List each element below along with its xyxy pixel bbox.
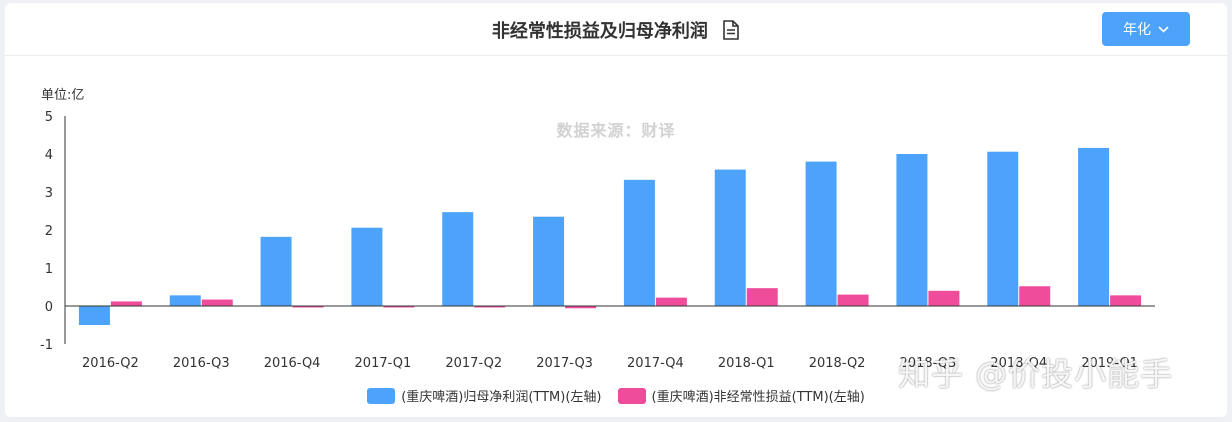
bar-net-profit	[351, 227, 383, 306]
x-tick-label: 2016-Q2	[82, 356, 139, 371]
bar-non-recurring	[474, 306, 506, 308]
bar-non-recurring	[292, 306, 324, 308]
y-tick-label: -1	[40, 338, 53, 353]
bar-net-profit	[169, 295, 201, 306]
bar-non-recurring	[383, 306, 415, 308]
x-tick-label: 2018-Q2	[809, 356, 866, 371]
bar-non-recurring	[201, 299, 233, 306]
bar-net-profit	[805, 161, 837, 306]
bar-net-profit	[714, 169, 746, 306]
unit-label: 单位:亿	[41, 88, 85, 103]
bar-non-recurring	[746, 288, 778, 306]
x-tick-label: 2016-Q4	[264, 356, 321, 371]
chart-title-text: 非经常性损益及归母净利润	[491, 21, 708, 42]
bar-net-profit	[442, 212, 474, 306]
legend-label-non-recurring: (重庆啤酒)非经常性损益(TTM)(左轴)	[651, 390, 865, 405]
bar-non-recurring	[837, 294, 869, 306]
source-note: 数据来源：财译	[556, 121, 676, 140]
y-tick-label: 1	[45, 262, 53, 277]
period-label: 年化	[1123, 22, 1151, 38]
period-select-button[interactable]: 年化	[1102, 12, 1190, 46]
bar-net-profit	[987, 151, 1019, 306]
bar-chart: 5 4 3 2 1 0 -1 2016-Q2 2016-Q3 2016-Q4 2017-Q1 2017…	[40, 110, 1155, 371]
bar-non-recurring	[655, 297, 687, 306]
chevron-down-icon	[1158, 21, 1169, 37]
bar-non-recurring	[1019, 286, 1051, 306]
x-tick-label: 2016-Q3	[173, 356, 230, 371]
legend-swatch-non-recurring	[617, 387, 646, 404]
bar-net-profit	[896, 154, 928, 306]
x-tick-label: 2017-Q1	[355, 356, 412, 371]
x-tick-label: 2019-Q1	[1081, 356, 1138, 371]
bar-net-profit	[78, 306, 110, 325]
bar-net-profit	[623, 179, 655, 306]
chart-header: 非经常性损益及归母净利润 年化	[5, 3, 1227, 56]
y-tick-label: 5	[45, 110, 53, 125]
x-tick-label: 2017-Q2	[445, 356, 502, 371]
bar-non-recurring	[928, 290, 960, 306]
bar-non-recurring	[110, 301, 142, 306]
legend-label-net-profit: (重庆啤酒)归母净利润(TTM)(左轴)	[401, 390, 602, 405]
chart-card: 非经常性损益及归母净利润 年化 单位:亿 数据来源：财译 5 4 3 2 1 0 -1 201…	[5, 3, 1227, 417]
bar-net-profit	[260, 236, 292, 306]
legend-item-non-recurring[interactable]: (重庆啤酒)非经常性损益(TTM)(左轴)	[617, 386, 865, 405]
y-tick-label: 2	[45, 224, 53, 239]
legend-swatch-net-profit	[367, 387, 396, 404]
x-tick-label: 2017-Q3	[536, 356, 593, 371]
chart-legend: (重庆啤酒)归母净利润(TTM)(左轴) (重庆啤酒)非经常性损益(TTM)(左…	[5, 386, 1227, 405]
zhihu-watermark: 知乎 @价投小能手	[898, 355, 1174, 393]
bar-net-profit	[533, 216, 565, 306]
bar-net-profit	[1078, 147, 1110, 306]
bar-non-recurring	[565, 306, 597, 309]
y-tick-label: 4	[45, 148, 53, 163]
x-tick-label: 2018-Q3	[900, 356, 957, 371]
document-icon[interactable]	[722, 20, 740, 45]
y-tick-label: 3	[45, 186, 53, 201]
x-tick-label: 2018-Q4	[990, 356, 1047, 371]
x-tick-label: 2018-Q1	[718, 356, 775, 371]
legend-item-net-profit[interactable]: (重庆啤酒)归母净利润(TTM)(左轴)	[367, 386, 602, 405]
bar-non-recurring	[1110, 295, 1142, 306]
x-tick-label: 2017-Q4	[627, 356, 684, 371]
y-tick-label: 0	[45, 300, 53, 315]
chart-title: 非经常性损益及归母净利润	[5, 17, 1227, 45]
